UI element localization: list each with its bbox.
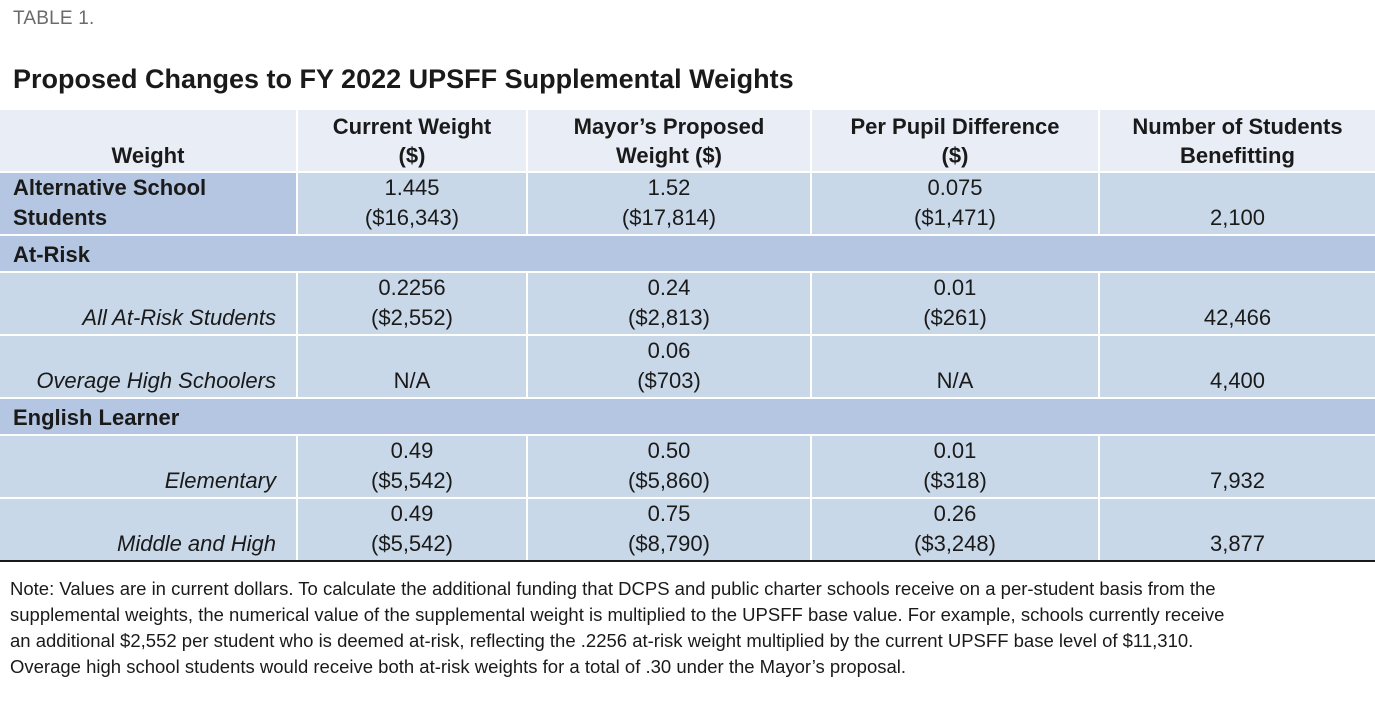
cell-proposed-weight: 0.50 ($5,860) <box>527 434 812 498</box>
cell-per-pupil-difference: N/A <box>811 334 1100 398</box>
cell-current-weight: N/A <box>297 334 528 398</box>
header-current-weight: Current Weight ($) <box>297 110 528 172</box>
section-row-at-risk: At-Risk <box>0 234 1375 272</box>
cell-proposed-weight: 1.52 ($17,814) <box>527 171 812 235</box>
table-title: Proposed Changes to FY 2022 UPSFF Supple… <box>13 64 794 94</box>
table-row: Elementary 0.49 ($5,542) 0.50 ($5,860) 0.0… <box>0 434 1375 498</box>
section-row-english-learner: English Learner <box>0 397 1375 435</box>
cell-number-of-students: 3,877 <box>1099 497 1375 562</box>
supplemental-weights-table: Weight Current Weight ($) Mayor’s Propose… <box>0 110 1375 562</box>
header-proposed-weight: Mayor’s Proposed Weight ($) <box>527 110 812 172</box>
table-number-label: TABLE 1. <box>13 8 95 29</box>
section-label-at-risk: At-Risk <box>0 234 1375 272</box>
header-row: Weight Current Weight ($) Mayor’s Propose… <box>0 110 1375 172</box>
table-row: All At-Risk Students 0.2256 ($2,552) 0.24… <box>0 271 1375 335</box>
header-weight: Weight <box>0 110 298 172</box>
row-label-elementary: Elementary <box>0 434 298 498</box>
cell-current-weight: 0.2256 ($2,552) <box>297 271 528 335</box>
cell-per-pupil-difference: 0.075 ($1,471) <box>811 171 1100 235</box>
cell-per-pupil-difference: 0.01 ($318) <box>811 434 1100 498</box>
row-label-middle-and-high: Middle and High <box>0 497 298 562</box>
table-row: Middle and High 0.49 ($5,542) 0.75 ($8,790… <box>0 497 1375 562</box>
row-label-overage-high-schoolers: Overage High Schoolers <box>0 334 298 398</box>
table-note: Note: Values are in current dollars. To … <box>10 578 1225 677</box>
cell-proposed-weight: 0.75 ($8,790) <box>527 497 812 562</box>
header-number-of-students: Number of Students Benefitting <box>1099 110 1375 172</box>
row-label-alternative-school: Alternative School Students <box>0 171 298 235</box>
cell-per-pupil-difference: 0.01 ($261) <box>811 271 1100 335</box>
cell-number-of-students: 42,466 <box>1099 271 1375 335</box>
cell-current-weight: 1.445 ($16,343) <box>297 171 528 235</box>
cell-number-of-students: 2,100 <box>1099 171 1375 235</box>
table-row: Overage High Schoolers N/A 0.06 ($703) N/… <box>0 334 1375 398</box>
cell-number-of-students: 4,400 <box>1099 334 1375 398</box>
section-label-english-learner: English Learner <box>0 397 1375 435</box>
cell-proposed-weight: 0.24 ($2,813) <box>527 271 812 335</box>
table-row: Alternative School Students 1.445 ($16,343… <box>0 171 1375 235</box>
cell-per-pupil-difference: 0.26 ($3,248) <box>811 497 1100 562</box>
row-label-all-at-risk: All At-Risk Students <box>0 271 298 335</box>
cell-current-weight: 0.49 ($5,542) <box>297 497 528 562</box>
cell-number-of-students: 7,932 <box>1099 434 1375 498</box>
header-per-pupil-difference: Per Pupil Difference ($) <box>811 110 1100 172</box>
cell-current-weight: 0.49 ($5,542) <box>297 434 528 498</box>
cell-proposed-weight: 0.06 ($703) <box>527 334 812 398</box>
